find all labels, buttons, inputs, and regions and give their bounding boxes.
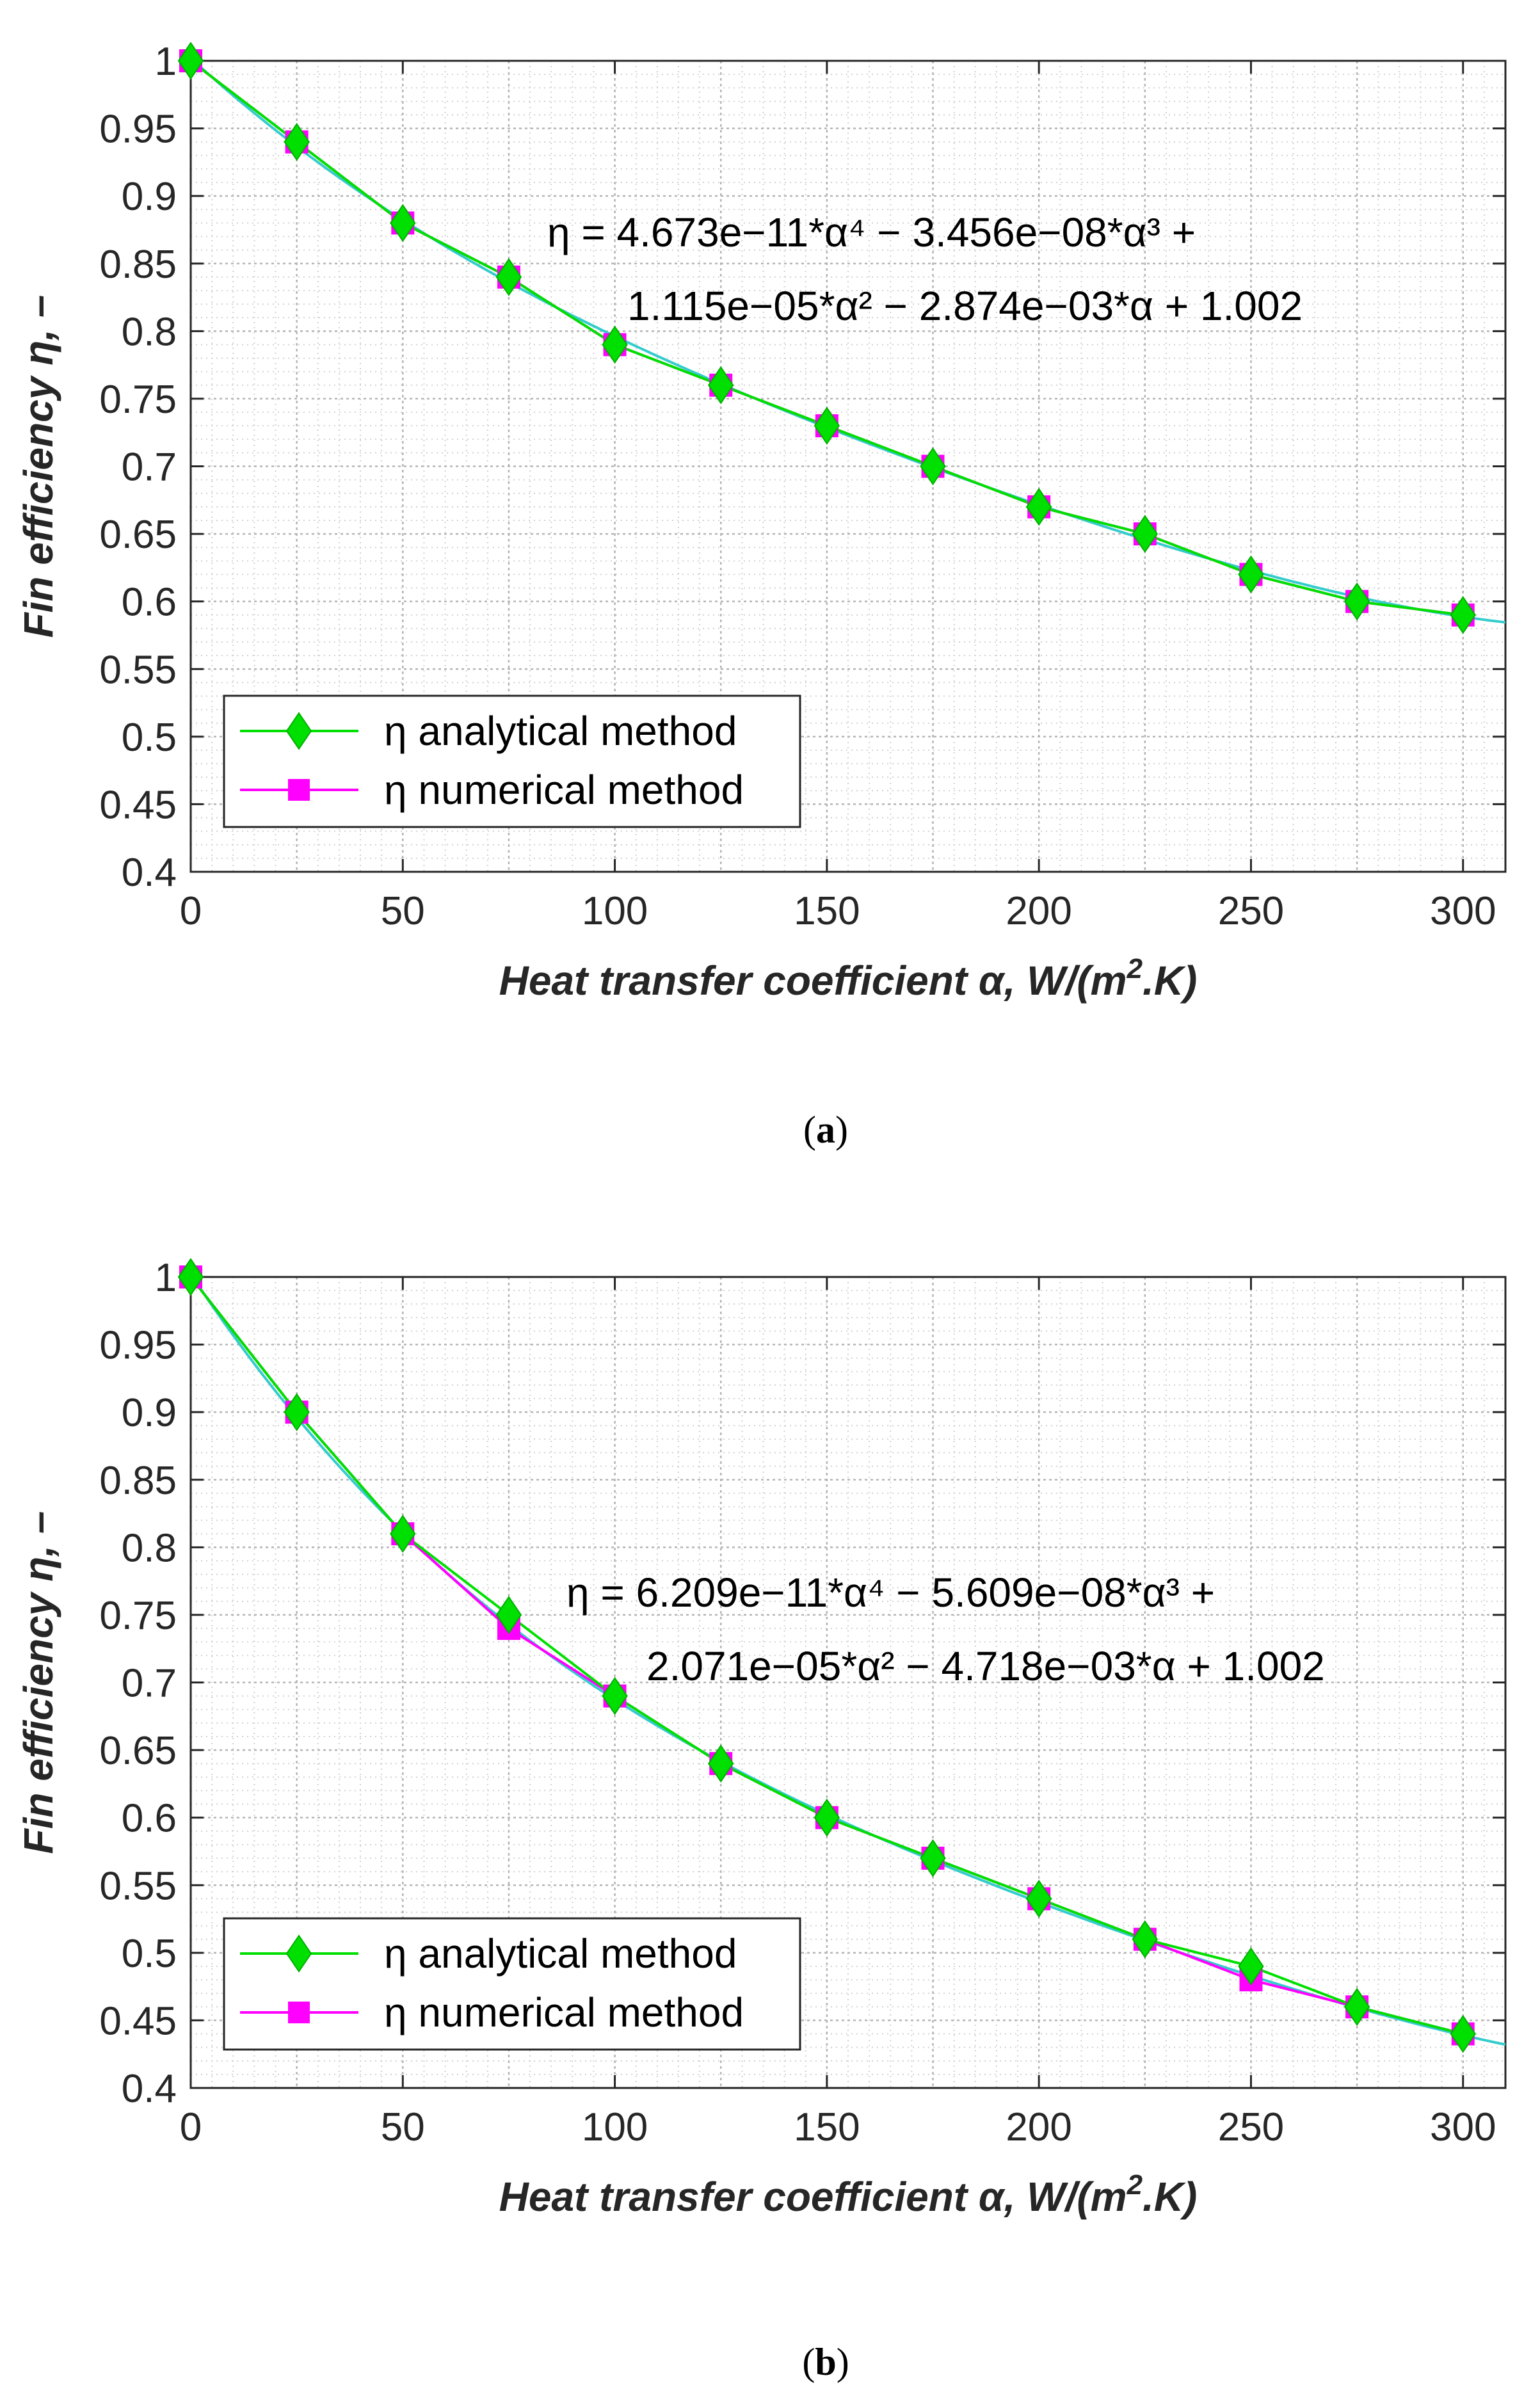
chart-a-y-tick-label: 0.5 <box>122 716 177 760</box>
chart-b-equation-line1: η = 6.209e−11*α⁴ − 5.609e−08*α³ + <box>566 1569 1215 1616</box>
chart-b-legend-label: η numerical method <box>384 1989 744 2035</box>
chart-panel-a: 0 50 100 150 200 250 300 0.4 0.45 0.5 0.55 0.6 0.65 0… <box>15 40 1507 1151</box>
chart-b-x-tick-label: 250 <box>1218 2105 1284 2149</box>
chart-a-y-tick-label: 0.55 <box>99 648 177 692</box>
chart-b-y-tick-label: 0.55 <box>99 1864 177 1908</box>
chart-a-y-tick-label: 0.4 <box>122 851 177 895</box>
chart-a-analytical-marker <box>602 325 628 364</box>
chart-b-tick-marks <box>189 1276 1505 2089</box>
chart-a-x-tick-label: 300 <box>1430 889 1496 933</box>
chart-a-y-tick-label: 0.75 <box>99 378 177 422</box>
chart-b-legend-square-marker <box>288 2002 310 2023</box>
chart-b-x-tick-label: 200 <box>1006 2105 1071 2149</box>
chart-a-x-tick-label: 250 <box>1218 889 1284 933</box>
chart-a-x-tick-label: 150 <box>794 889 860 933</box>
chart-b-analytical-marker <box>390 1514 416 1553</box>
chart-b-analytical-marker <box>708 1744 734 1783</box>
chart-b-analytical-marker <box>1343 1987 1370 2027</box>
chart-a-analytical-marker <box>1025 488 1052 526</box>
chart-a-analytical-marker <box>284 122 310 161</box>
chart-b-analytical-marker <box>177 1258 204 1296</box>
chart-b-caption: (b) <box>802 2341 849 2383</box>
chart-a-y-tick-label: 0.45 <box>99 783 177 827</box>
chart-b-y-tick-label: 0.75 <box>99 1594 177 1638</box>
chart-a-y-axis-label: Fin efficiency η, – <box>15 295 61 638</box>
chart-a-y-tick-label: 0.9 <box>122 175 177 219</box>
chart-a-x-axis-label: Heat transfer coefficient α, W/(m2.K) <box>499 953 1198 1004</box>
chart-a-analytical-marker <box>390 204 416 243</box>
chart-a-y-tick-label: 1 <box>155 40 177 84</box>
chart-b-analytical-marker <box>814 1798 840 1837</box>
chart-a-caption: (a) <box>803 1109 848 1151</box>
chart-b-analytical-marker <box>920 1839 946 1877</box>
chart-b-analytical-marker <box>602 1676 628 1715</box>
chart-b: 0 50 100 150 200 250 300 0.4 0.45 0.5 0.55 0.6 0.65 0… <box>15 1256 1507 2383</box>
chart-b-y-tick-label: 0.85 <box>99 1459 177 1503</box>
chart-a-y-tick-label: 0.95 <box>99 108 177 152</box>
chart-b-y-tick-label: 0.7 <box>122 1662 177 1706</box>
chart-b-x-tick-label: 100 <box>582 2105 648 2149</box>
chart-b-x-tick-label: 50 <box>381 2105 425 2149</box>
chart-a-y-tick-label: 0.65 <box>99 513 177 557</box>
chart-b-legend-box <box>223 1917 801 2051</box>
chart-b-x-tick-label: 0 <box>180 2105 202 2149</box>
chart-a: 0 50 100 150 200 250 300 0.4 0.45 0.5 0.55 0.6 0.65 0… <box>15 40 1507 1151</box>
chart-b-analytical-marker <box>495 1596 522 1634</box>
chart-a-legend-diamond-marker <box>285 712 312 750</box>
chart-b-y-tick-label: 0.5 <box>122 1932 177 1976</box>
chart-b-y-tick-label: 0.45 <box>99 1999 177 2043</box>
chart-b-y-tick-label: 0.9 <box>122 1391 177 1435</box>
chart-a-x-tick-label: 50 <box>381 889 425 933</box>
chart-b-analytical-marker <box>1450 2014 1476 2053</box>
chart-a-analytical-marker <box>814 406 840 445</box>
chart-a-x-tick-label: 100 <box>582 889 648 933</box>
chart-b-legend-diamond-marker <box>285 1934 312 1973</box>
chart-b-x-axis-label: Heat transfer coefficient α, W/(m2.K) <box>499 2169 1198 2220</box>
chart-a-analytical-marker <box>1238 555 1264 594</box>
chart-b-y-tick-label: 1 <box>155 1256 177 1300</box>
chart-a-analytical-marker <box>920 447 946 486</box>
chart-b-y-tick-label: 0.6 <box>122 1797 177 1841</box>
chart-b-analytical-marker <box>1025 1879 1052 1918</box>
chart-b-legend-label: η analytical method <box>384 1930 737 1977</box>
chart-a-y-tick-label: 0.85 <box>99 243 177 287</box>
chart-a-legend-label: η analytical method <box>384 708 737 754</box>
chart-a-x-tick-label: 0 <box>180 889 202 933</box>
chart-a-analytical-marker <box>708 366 734 405</box>
chart-b-equation-line2: 2.071e−05*α² − 4.718e−03*α + 1.002 <box>646 1643 1325 1689</box>
chart-a-y-tick-label: 0.8 <box>122 310 177 354</box>
chart-a-legend-box <box>223 694 801 828</box>
chart-a-legend-square-marker <box>288 779 310 801</box>
chart-a-analytical-marker <box>1450 596 1476 634</box>
chart-a-analytical-marker <box>1343 582 1370 621</box>
chart-b-y-tick-label: 0.4 <box>122 2067 177 2111</box>
chart-b-x-tick-label: 150 <box>794 2105 860 2149</box>
chart-a-y-tick-label: 0.6 <box>122 581 177 625</box>
chart-a-equation-line1: η = 4.673e−11*α⁴ − 3.456e−08*α³ + <box>547 209 1196 255</box>
chart-a-y-tick-label: 0.7 <box>122 445 177 490</box>
chart-b-y-tick-label: 0.65 <box>99 1729 177 1773</box>
chart-b-y-tick-label: 0.95 <box>99 1324 177 1368</box>
chart-panel-b: 0 50 100 150 200 250 300 0.4 0.45 0.5 0.55 0.6 0.65 0… <box>0 1216 1540 2392</box>
chart-a-analytical-marker <box>1132 515 1159 553</box>
chart-a-legend-label: η numerical method <box>384 767 744 813</box>
chart-a-x-tick-label: 200 <box>1006 889 1071 933</box>
chart-b-analytical-marker <box>284 1393 310 1431</box>
chart-b-y-axis-label: Fin efficiency η, – <box>15 1511 61 1854</box>
chart-b-analytical-marker <box>1132 1920 1159 1959</box>
chart-b-y-tick-label: 0.8 <box>122 1526 177 1570</box>
chart-b-x-tick-label: 300 <box>1430 2105 1496 2149</box>
chart-a-equation-line2: 1.115e−05*α² − 2.874e−03*α + 1.002 <box>627 283 1303 329</box>
chart-a-analytical-marker <box>177 42 204 80</box>
chart-a-analytical-marker <box>495 258 522 296</box>
chart-b-analytical-marker <box>1238 1947 1264 1986</box>
chart-a-tick-marks <box>189 60 1505 873</box>
